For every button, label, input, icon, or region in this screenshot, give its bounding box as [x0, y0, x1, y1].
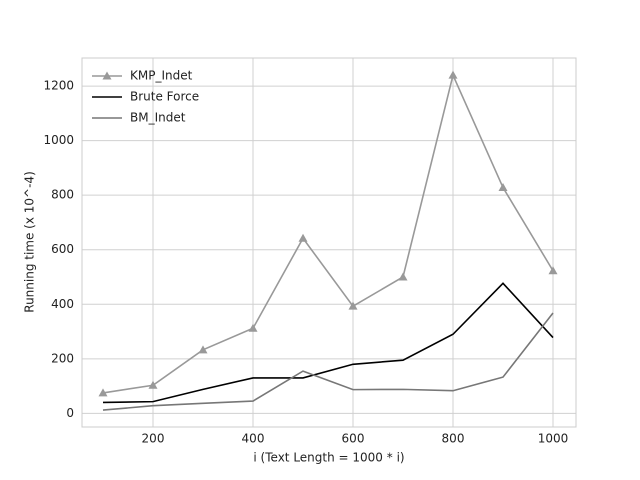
x-tick-label: 600 [342, 432, 365, 446]
y-tick-label: 1000 [43, 133, 74, 147]
series-line [102, 72, 554, 394]
point-marker [248, 323, 258, 332]
legend-label: KMP_Indet [130, 69, 193, 83]
x-tick-label: 400 [242, 432, 265, 446]
y-tick-label: 400 [51, 297, 74, 311]
y-tick-label: 600 [51, 242, 74, 256]
y-tick-label: 0 [66, 406, 74, 420]
series-line [102, 312, 554, 411]
point-marker [498, 183, 508, 192]
y-axis-label: Running time (x 10^-4) [23, 171, 37, 312]
legend-label: Brute Force [130, 90, 199, 104]
legend-marker [102, 71, 112, 80]
x-tick-label: 200 [142, 432, 165, 446]
point-marker [298, 233, 308, 242]
legend-label: BM_Indet [130, 111, 186, 125]
point-marker [198, 345, 208, 354]
y-tick-label: 200 [51, 351, 74, 365]
y-tick-label: 1200 [43, 79, 74, 93]
series-line [102, 282, 554, 404]
point-marker [148, 380, 158, 389]
point-marker [448, 70, 458, 79]
y-tick-label: 800 [51, 188, 74, 202]
point-marker [398, 272, 408, 281]
x-tick-label: 800 [442, 432, 465, 446]
point-marker [98, 388, 108, 397]
point-marker [348, 301, 358, 310]
point-marker [548, 266, 558, 275]
x-tick-label: 1000 [538, 432, 569, 446]
plot-frame [81, 57, 577, 428]
x-axis-label: i (Text Length = 1000 * i) [253, 451, 404, 465]
